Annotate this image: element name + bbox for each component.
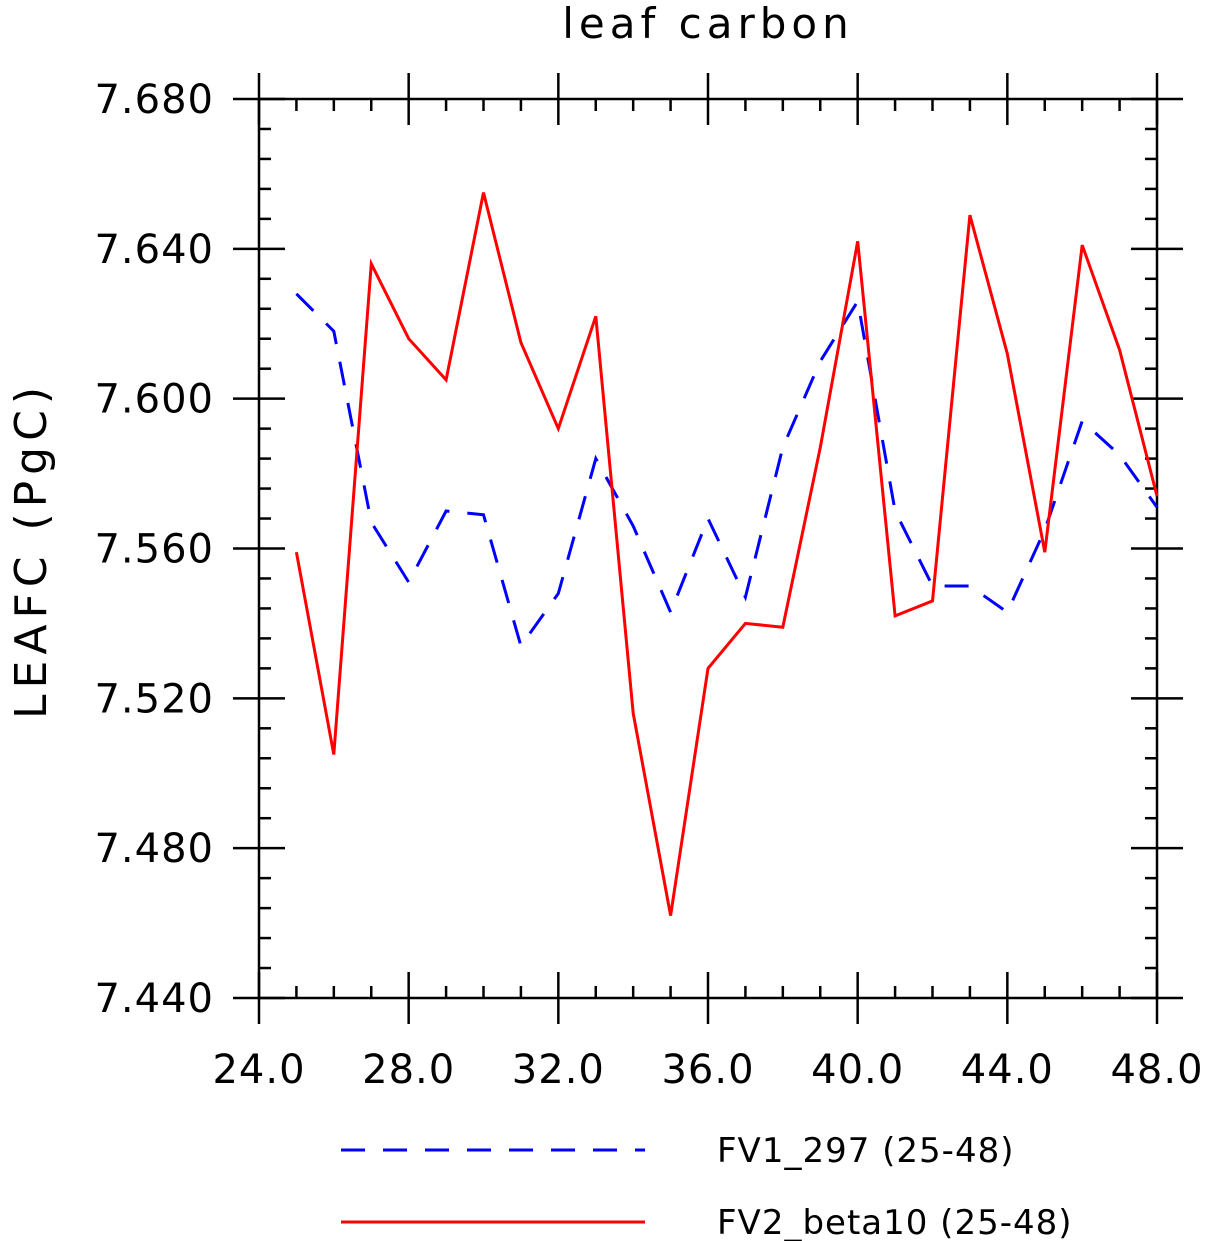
legend: FV1_297 (25-48) FV2_beta10 (25-48): [341, 1131, 1073, 1241]
y-tick-label: 7.520: [94, 676, 214, 722]
x-tick-label: 36.0: [661, 1047, 754, 1093]
x-tick-label: 24.0: [212, 1047, 305, 1093]
x-tick-label: 28.0: [362, 1047, 455, 1093]
y-tick-label: 7.640: [94, 227, 214, 273]
series-line-1: [295, 292, 1159, 650]
axes-frame: [257, 97, 1159, 1000]
y-tick-label: 7.680: [94, 77, 214, 123]
legend-label-2: FV2_beta10 (25-48): [717, 1203, 1073, 1241]
y-tick-label: 7.480: [94, 826, 214, 872]
x-tick-label: 44.0: [961, 1047, 1054, 1093]
y-tick-label: 7.440: [94, 976, 214, 1022]
y-axis-label: LEAFC (PgC): [6, 381, 57, 719]
plot-frame: [257, 97, 1159, 1000]
series-lines: [294, 192, 1159, 916]
y-tick-label: 7.560: [94, 527, 214, 573]
legend-label-1: FV1_297 (25-48): [717, 1131, 1014, 1171]
tick-marks: [233, 73, 1183, 1024]
x-tick-label: 48.0: [1110, 1047, 1203, 1093]
chart-title: leaf carbon: [562, 0, 853, 48]
x-tick-label: 40.0: [811, 1047, 904, 1093]
series-line-2: [294, 192, 1159, 916]
y-tick-label: 7.600: [94, 377, 214, 423]
tick-labels: 24.0 28.0 32.0 36.0 40.0 44.0 48.0 7.440 7.480 7.…: [94, 77, 1203, 1093]
x-tick-label: 32.0: [512, 1047, 605, 1093]
